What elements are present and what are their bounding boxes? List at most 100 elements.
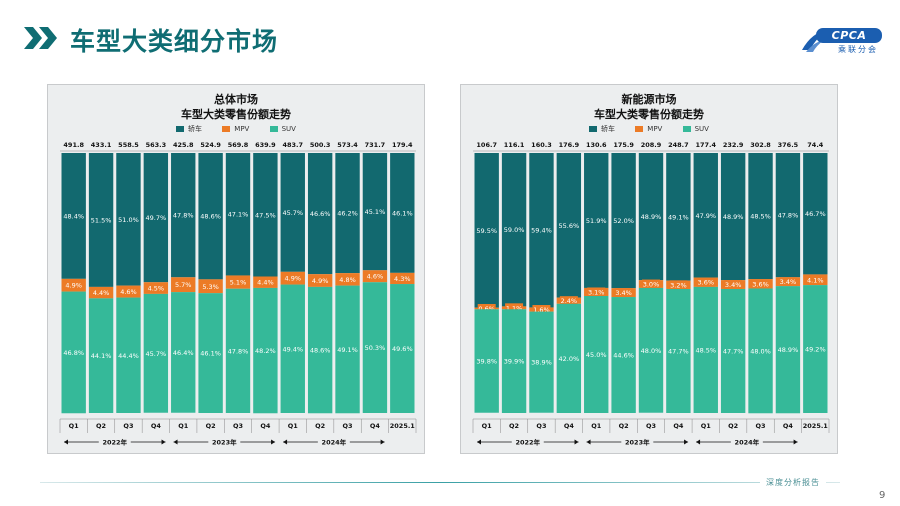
legend-item-sedan: 轿车	[176, 124, 202, 134]
data-label-suv: 48.2%	[255, 347, 276, 355]
data-label-mpv: 5.7%	[175, 281, 192, 289]
total-label: 563.3	[146, 141, 167, 149]
category-label: Q2	[96, 422, 106, 430]
mpv-label-bg	[174, 280, 193, 290]
bar-segment-suv	[143, 293, 169, 413]
legend-swatch-sedan	[589, 126, 598, 132]
data-label-mpv: 5.3%	[202, 283, 219, 291]
bar-segment-suv	[280, 284, 305, 413]
category-label: Q2	[509, 422, 519, 430]
data-label-sedan: 59.4%	[531, 227, 552, 235]
total-label: 160.3	[531, 141, 552, 149]
total-label: 208.9	[641, 141, 662, 149]
data-label-sedan: 47.9%	[695, 212, 716, 220]
bar-segment-suv	[253, 287, 278, 414]
overall-market-chart: 总体市场 车型大类零售份额走势 轿车 MPV SUV 491.8 48.4% 4.9…	[47, 84, 425, 454]
data-label-mpv: 3.4%	[615, 289, 632, 297]
legend-swatch-suv	[682, 126, 691, 132]
data-label-sedan: 51.0%	[118, 216, 139, 224]
legend-swatch-mpv	[222, 126, 231, 132]
bar-segment-sedan	[720, 153, 746, 281]
bar-segment-suv	[556, 303, 582, 413]
category-label: Q1	[482, 422, 493, 430]
data-label-suv: 48.0%	[641, 347, 662, 355]
data-label-mpv: 3.4%	[780, 278, 797, 286]
bar-segment-suv	[61, 291, 86, 414]
total-label: 74.4	[807, 141, 824, 149]
bar-segment-suv	[775, 286, 801, 414]
mpv-label-bg	[559, 296, 578, 306]
legend-swatch-mpv	[635, 126, 644, 132]
data-label-sedan: 51.5%	[91, 216, 112, 224]
bar-segment-sedan	[198, 153, 223, 280]
category-label: Q1	[69, 422, 80, 430]
total-label: 524.9	[200, 141, 221, 149]
chart-title: 新能源市场	[621, 93, 677, 106]
year-group-label: 2022年	[102, 438, 127, 447]
data-label-sedan: 59.5%	[476, 227, 497, 235]
total-label: 179.4	[392, 141, 413, 149]
bar-segment-sedan	[61, 153, 86, 279]
stacked-bar-plot: 106.7 59.5% 0.6% 39.8% Q1 116.1 59.0% 1.1% 39.9%…	[472, 141, 830, 447]
data-label-sedan: 47.8%	[173, 212, 194, 220]
bar-segment-suv	[693, 286, 718, 413]
arrow-left-icon	[64, 439, 68, 445]
category-label: 2025.1	[390, 422, 416, 430]
data-label-suv: 42.0%	[559, 355, 580, 363]
bar-segment-sedan	[307, 153, 333, 275]
data-label-sedan: 46.2%	[337, 210, 358, 218]
arrow-right-icon	[684, 439, 689, 445]
bar-segment-sedan	[253, 153, 278, 277]
year-group-label: 2024年	[322, 438, 347, 447]
mpv-label-bg	[614, 288, 633, 298]
category-label: Q4	[783, 422, 794, 430]
arrow-right-icon	[271, 439, 276, 445]
bar-segment-sedan	[225, 153, 251, 276]
data-label-mpv: 3.1%	[588, 288, 605, 296]
data-label-suv: 39.8%	[476, 358, 497, 366]
data-label-suv: 44.1%	[91, 352, 112, 360]
bar-segment-suv	[307, 286, 333, 414]
bar-segment-sedan	[501, 153, 527, 307]
mpv-label-bg	[724, 280, 743, 290]
bar-segment-sedan	[556, 153, 582, 298]
mpv-label-bg	[365, 271, 384, 281]
bar-segment-suv	[529, 311, 554, 413]
mpv-label-bg	[201, 281, 220, 291]
data-label-suv: 48.5%	[695, 346, 716, 354]
total-label: 731.7	[365, 141, 386, 149]
data-label-mpv: 4.9%	[65, 282, 82, 290]
year-group-label: 2024年	[735, 438, 760, 447]
total-label: 376.5	[778, 141, 799, 149]
data-label-suv: 45.0%	[586, 351, 607, 359]
data-label-mpv: 4.3%	[394, 275, 411, 283]
nev-market-chart: 新能源市场 车型大类零售份额走势 轿车 MPV SUV 106.7 59.5% 0.…	[460, 84, 838, 454]
bar-segment-suv	[474, 309, 499, 413]
mpv-label-bg	[229, 277, 247, 287]
total-label: 558.5	[118, 141, 139, 149]
arrow-right-icon	[161, 439, 166, 445]
data-label-mpv: 3.4%	[725, 281, 742, 289]
arrow-left-icon	[283, 439, 288, 445]
data-label-mpv: 1.6%	[533, 306, 550, 314]
arrow-left-icon	[173, 439, 178, 445]
total-label: 106.7	[476, 141, 497, 149]
chart-subtitle: 车型大类零售份额走势	[181, 108, 291, 121]
legend-label: 轿车	[188, 125, 203, 133]
data-label-mpv: 4.6%	[120, 288, 137, 296]
legend-label: MPV	[234, 125, 250, 133]
data-label-suv: 49.2%	[805, 346, 826, 354]
category-label: Q2	[728, 422, 738, 430]
bar-segment-suv	[803, 285, 828, 413]
mpv-label-bg	[92, 288, 111, 298]
bar-segment-suv	[116, 297, 141, 413]
data-label-suv: 44.6%	[613, 352, 634, 360]
category-label: 2025.1	[803, 422, 829, 430]
total-label: 130.6	[586, 141, 607, 149]
arrow-left-icon	[696, 439, 701, 445]
total-label: 500.3	[310, 141, 331, 149]
data-label-suv: 45.7%	[146, 350, 167, 358]
total-label: 433.1	[91, 141, 112, 149]
footer-divider	[40, 482, 840, 483]
category-label: Q3	[123, 422, 133, 430]
